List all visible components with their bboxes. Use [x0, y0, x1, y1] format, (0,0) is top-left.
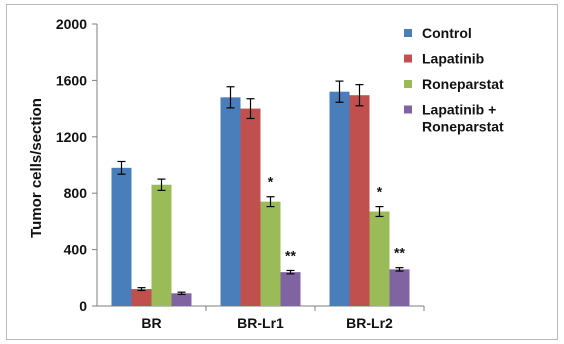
- bar: [349, 95, 370, 306]
- legend-swatch: [404, 29, 412, 37]
- x-tick-label: BR-Lr1: [237, 315, 284, 331]
- x-tick-label: BR: [141, 315, 161, 331]
- bar: [171, 293, 192, 306]
- legend-label: Roneparstat: [422, 119, 504, 135]
- bars: ******: [111, 80, 410, 307]
- significance-marker: *: [268, 174, 274, 190]
- bar: [151, 184, 172, 306]
- legend-label: Lapatinib: [422, 51, 484, 67]
- bar: [131, 289, 152, 306]
- y-tick-label: 2000: [56, 16, 87, 32]
- significance-marker: **: [285, 247, 296, 263]
- bar: [260, 201, 281, 306]
- legend-label: Lapatinib +: [422, 102, 496, 118]
- legend-swatch: [404, 80, 412, 88]
- bar: [369, 211, 390, 306]
- bar: [389, 269, 410, 306]
- bar: [240, 108, 261, 306]
- bar: [280, 272, 301, 306]
- legend-swatch: [404, 105, 412, 114]
- legend-swatch: [404, 54, 412, 63]
- y-tick-label: 400: [64, 242, 88, 258]
- bar: [220, 97, 241, 306]
- significance-marker: *: [377, 184, 383, 200]
- y-tick-label: 1600: [56, 72, 87, 88]
- legend-label: Control: [422, 25, 472, 41]
- y-axis-label: Tumor cells/section: [28, 98, 45, 238]
- y-tick-label: 800: [64, 185, 88, 201]
- y-tick-label: 0: [79, 298, 87, 314]
- bar: [329, 91, 350, 307]
- y-tick-label: 1200: [56, 129, 87, 145]
- significance-marker: **: [394, 245, 405, 261]
- legend-label: Roneparstat: [422, 76, 504, 92]
- bar: [111, 167, 132, 306]
- x-tick-label: BR-Lr2: [346, 315, 393, 331]
